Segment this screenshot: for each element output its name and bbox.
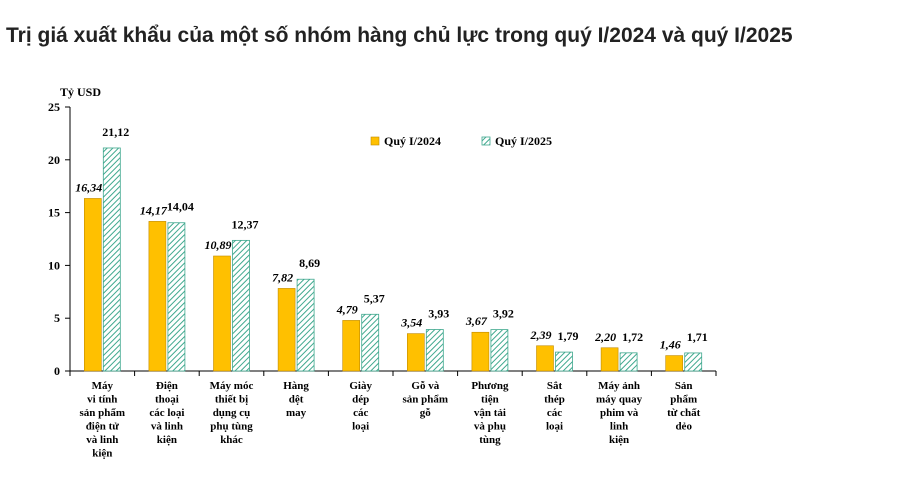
data-label-2024: 16,34	[75, 180, 102, 194]
x-category-label: Máy vi tính sản phẩm điện tử và linh kiện	[80, 380, 126, 460]
data-label-2025: 8,69	[299, 256, 320, 270]
y-tick-label: 10	[48, 258, 60, 272]
y-tick-label: 0	[54, 364, 60, 378]
data-label-2024: 3,54	[400, 316, 422, 330]
bar-2024	[213, 255, 231, 372]
y-tick-label: 5	[54, 311, 60, 325]
x-category-label: Gỗ và sản phẩm gỗ	[403, 380, 449, 419]
x-category-label: Máy ảnh máy quay phim và linh kiện	[596, 380, 643, 446]
bar-2024	[342, 320, 361, 372]
bar-2024	[148, 221, 167, 372]
bar-2024	[665, 355, 684, 372]
data-label-2025: 5,37	[364, 291, 385, 305]
legend-label-2024: Quý I/2024	[384, 134, 441, 148]
data-label-2024: 3,67	[465, 314, 488, 328]
data-label-2025: 14,04	[167, 200, 194, 214]
data-label-2024: 10,89	[205, 238, 232, 252]
bar-2025	[102, 147, 121, 372]
y-tick-label: 15	[48, 206, 60, 220]
bar-2025	[490, 329, 509, 372]
data-label-2025: 12,37	[232, 217, 259, 231]
x-category-label: Giày dép các loại	[349, 380, 372, 433]
y-axis-label: Tỷ USD	[60, 85, 101, 99]
data-label-2025: 1,71	[687, 330, 708, 344]
bar-2024	[277, 288, 296, 372]
bar-2024	[84, 198, 102, 372]
legend-swatch-2025	[481, 136, 491, 146]
data-label-2024: 2,39	[530, 328, 552, 342]
y-tick-label: 25	[48, 100, 60, 114]
bar-2025	[296, 278, 315, 372]
data-label-2025: 3,92	[493, 307, 514, 321]
x-category-label: Sắt thép các loại	[544, 380, 565, 433]
legend-swatch-2024	[370, 136, 380, 146]
x-category-label: Máy móc thiết bị dụng cụ phụ tùng khác	[210, 380, 254, 446]
x-category-label: Điện thoại các loại và linh kiện	[149, 380, 184, 446]
x-category-label: Phương tiện vận tải và phụ tùng	[471, 380, 509, 446]
bar-2025	[425, 329, 444, 372]
bar-2024	[406, 333, 425, 372]
legend-label-2025: Quý I/2025	[495, 134, 552, 148]
bar-2025	[619, 352, 638, 372]
bar-2025	[361, 313, 380, 372]
data-label-2024: 2,20	[594, 330, 616, 344]
page-title: Trị giá xuất khẩu của một số nhóm hàng c…	[6, 24, 793, 47]
bar-2025	[167, 222, 186, 372]
data-label-2024: 1,46	[660, 338, 681, 352]
data-label-2025: 1,79	[558, 329, 579, 343]
data-label-2024: 4,79	[336, 302, 358, 316]
x-category-label: Sản phẩm từ chất dẻo	[667, 380, 701, 433]
bar-2024	[600, 347, 619, 372]
data-label-2025: 21,12	[102, 125, 129, 139]
y-tick-label: 20	[48, 153, 60, 167]
bar-2025	[555, 351, 573, 372]
data-label-2024: 7,82	[272, 270, 293, 284]
bar-2025	[684, 352, 703, 372]
data-label-2025: 3,93	[428, 306, 449, 320]
data-label-2024: 14,17	[140, 203, 168, 217]
legend: Quý I/2024 Quý I/2025	[370, 134, 552, 148]
data-label-2025: 1,72	[622, 330, 643, 344]
bar-2025	[232, 239, 250, 372]
x-category-label: Hàng dệt may	[283, 380, 309, 419]
bar-2024	[536, 345, 554, 372]
bar-2024	[471, 331, 490, 372]
